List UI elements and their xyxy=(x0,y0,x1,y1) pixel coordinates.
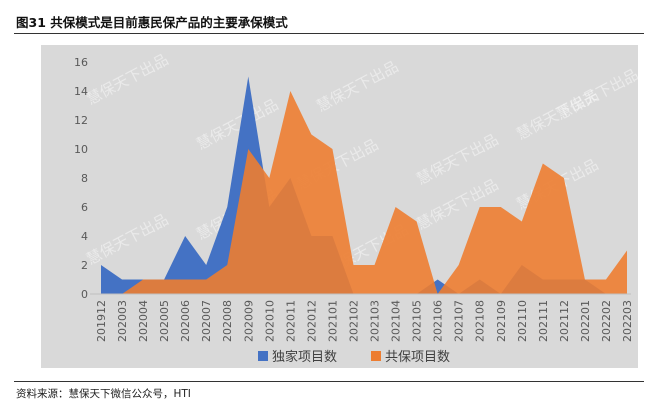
x-tick-label: 202108 xyxy=(474,300,487,342)
x-tick-label: 201912 xyxy=(95,300,108,342)
x-tick-label: 202011 xyxy=(284,300,297,342)
x-tick-label: 202106 xyxy=(432,300,445,342)
legend-label: 独家项目数 xyxy=(272,349,337,365)
x-tick-label: 202008 xyxy=(221,300,234,342)
x-tick-label: 202110 xyxy=(516,300,529,342)
x-tick-label: 202202 xyxy=(600,300,613,342)
top-rule xyxy=(14,33,644,34)
legend-swatch xyxy=(258,351,268,361)
x-tick-label: 202009 xyxy=(242,300,255,342)
y-tick-label: 14 xyxy=(74,85,88,98)
y-tick-label: 12 xyxy=(74,114,88,127)
x-tick-label: 202003 xyxy=(116,300,129,342)
y-tick-label: 16 xyxy=(74,56,88,69)
x-tick-label: 202103 xyxy=(369,300,382,342)
legend-swatch xyxy=(371,351,381,361)
y-tick-label: 10 xyxy=(74,143,88,156)
x-tick-label: 202112 xyxy=(558,300,571,342)
x-tick-label: 202107 xyxy=(453,300,466,342)
x-tick-label: 202007 xyxy=(200,300,213,342)
y-axis-ticks: 0 2 4 6 8 10 12 14 16 xyxy=(74,56,88,301)
x-tick-label: 202012 xyxy=(305,300,318,342)
legend-label: 共保项目数 xyxy=(385,350,450,365)
y-tick-label: 4 xyxy=(81,230,88,243)
x-tick-label: 202111 xyxy=(537,300,550,342)
source-note: 资料来源：慧保天下微信公众号，HTI xyxy=(16,388,191,400)
x-tick-label: 202102 xyxy=(347,300,360,342)
x-tick-label: 202104 xyxy=(390,300,403,342)
y-tick-label: 8 xyxy=(81,172,88,185)
x-tick-label: 202109 xyxy=(495,300,508,342)
x-tick-label: 202203 xyxy=(621,300,634,342)
x-tick-label: 202005 xyxy=(158,300,171,342)
x-tick-label: 202004 xyxy=(137,300,150,342)
x-tick-label: 202006 xyxy=(179,300,192,342)
x-axis-ticks: 201912 202003 202004 202005 202006 202007 2020… xyxy=(95,300,634,342)
x-tick-label: 202010 xyxy=(263,300,276,342)
y-tick-label: 6 xyxy=(81,201,88,214)
figure-title: 图31 共保模式是目前惠民保产品的主要承保模式 xyxy=(16,15,288,30)
series-area-2 xyxy=(101,91,627,294)
x-tick-label: 202105 xyxy=(411,300,424,342)
y-tick-label: 2 xyxy=(81,259,88,272)
legend: 独家项目数 共保项目数 xyxy=(258,349,450,365)
y-tick-label: 0 xyxy=(81,288,88,301)
bottom-rule xyxy=(14,381,644,382)
x-tick-label: 202101 xyxy=(326,300,339,342)
x-tick-label: 202201 xyxy=(579,300,592,342)
